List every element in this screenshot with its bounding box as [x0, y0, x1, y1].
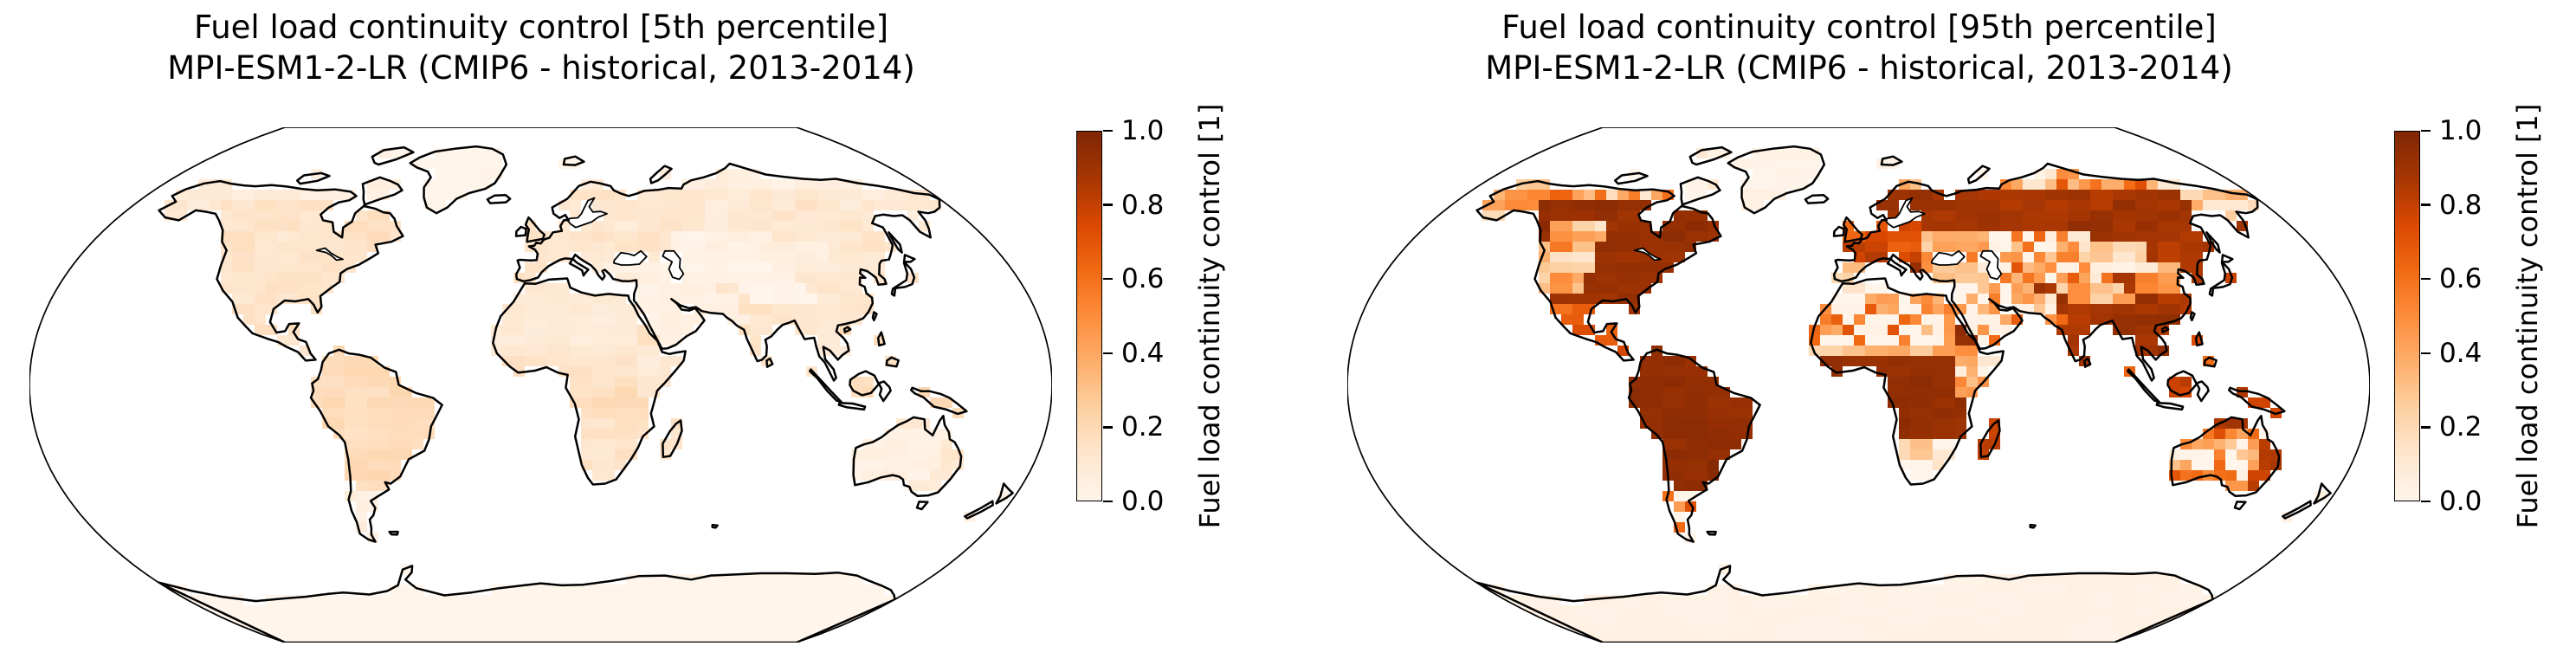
title-line-1: Fuel load continuity control [95th perce… [1501, 9, 2217, 46]
coastlines [157, 145, 1014, 643]
colorbar-tick [1103, 352, 1113, 355]
colorbar-tick [1103, 204, 1113, 206]
colorbar-tick-label: 0.8 [1121, 189, 1165, 221]
colorbar-tick-label: 0.6 [2439, 263, 2482, 295]
lakes [315, 197, 685, 281]
colorbar-tick [2421, 426, 2431, 429]
world-map-5th-percentile [29, 127, 1052, 643]
panel-title-95th: Fuel load continuity control [95th perce… [1296, 7, 2422, 88]
map-boundary [29, 127, 1052, 643]
colorbar-tick-label: 0.0 [1121, 486, 1165, 517]
coastlines [1475, 145, 2332, 643]
map-boundary [1347, 127, 2370, 643]
lakes [1633, 197, 2003, 281]
colorbar-tick-label: 0.0 [2439, 486, 2482, 517]
colorbar-axis-label: Fuel load continuity control [1] [2511, 103, 2544, 529]
colorbar-tick-label: 0.4 [1121, 337, 1165, 369]
colorbar-tick [1103, 426, 1113, 429]
colorbar-tick [2421, 277, 2431, 281]
world-map-95th-percentile [1347, 127, 2370, 643]
colorbar-95th: 1.0 0.8 0.6 0.4 0.2 0.0 [2394, 115, 2482, 517]
colorbar-axis-label: Fuel load continuity control [1] [1193, 103, 1226, 529]
colorbar-tick-label: 1.0 [2439, 115, 2482, 146]
colorbar-tick [1103, 500, 1113, 503]
colorbar-gradient [2394, 131, 2420, 501]
title-line-2: MPI-ESM1-2-LR (CMIP6 - historical, 2013-… [1485, 49, 2233, 87]
colorbar-tick [2421, 204, 2431, 206]
colorbar-5th: 1.0 0.8 0.6 0.4 0.2 0.0 [1076, 115, 1164, 517]
colorbar-tick [2421, 352, 2431, 355]
colorbar-tick-label: 0.8 [2439, 189, 2482, 221]
colorbar-gradient [1076, 131, 1102, 501]
colorbar-tick [1103, 277, 1113, 281]
colorbar-tick-label: 0.2 [1121, 411, 1165, 443]
colorbar-tick-label: 0.6 [1121, 263, 1165, 295]
colorbar-tick-label: 0.2 [2439, 411, 2482, 443]
colorbar-tick-label: 0.4 [2439, 337, 2482, 369]
colorbar-tick [1103, 129, 1113, 132]
colorbar-tick [2421, 500, 2431, 503]
colorbar-tick-label: 1.0 [1121, 115, 1165, 146]
title-line-2: MPI-ESM1-2-LR (CMIP6 - historical, 2013-… [167, 49, 915, 87]
title-line-1: Fuel load continuity control [5th percen… [193, 9, 889, 46]
panel-title-5th: Fuel load continuity control [5th percen… [0, 7, 1104, 88]
colorbar-tick [2421, 129, 2431, 132]
